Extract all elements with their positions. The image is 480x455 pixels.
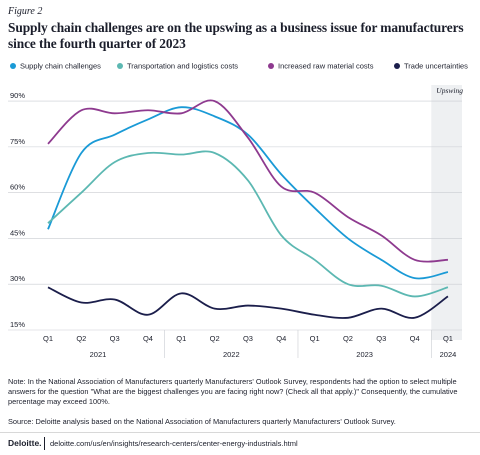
series-line [47, 150, 449, 298]
chart-title: Supply chain challenges are on the upswi… [8, 20, 464, 51]
x-tick-label: Q1 [310, 334, 320, 343]
x-tick-label: Q2 [343, 334, 353, 343]
y-tick-label: 75% [10, 137, 25, 146]
x-tick-label: Q3 [243, 334, 253, 343]
note: Note: In the National Association of Man… [8, 377, 458, 406]
legend-swatch [117, 63, 123, 69]
x-tick-label: Q1 [176, 334, 186, 343]
x-tick-label: Q1 [443, 334, 453, 343]
series-line [47, 99, 449, 263]
y-tick-label: 15% [10, 320, 25, 329]
y-tick-label: 45% [10, 228, 25, 237]
x-tick-label: Q3 [110, 334, 120, 343]
x-tick-label: Q3 [376, 334, 386, 343]
legend-label: Transportation and logistics costs [127, 62, 238, 71]
x-tick-label: Q2 [210, 334, 220, 343]
source: Source: Deloitte analysis based on the N… [8, 417, 396, 426]
url: deloitte.com/us/en/insights/research-cen… [50, 439, 298, 448]
upswing-shade [431, 85, 462, 340]
y-tick-label: 60% [10, 183, 25, 192]
x-tick-label: Q4 [410, 334, 420, 343]
chart: Supply chain challenges Transportation an… [8, 62, 468, 359]
year-label: 2024 [440, 350, 457, 359]
legend-swatch [10, 63, 16, 69]
series-line [47, 286, 449, 319]
separator [44, 437, 45, 450]
x-tick-label: Q4 [276, 334, 286, 343]
x-tick-label: Q1 [43, 334, 53, 343]
year-label: 2022 [223, 350, 240, 359]
legend-swatch [268, 63, 274, 69]
brand: Deloitte. [8, 438, 42, 448]
series-line [47, 106, 449, 280]
x-tick-label: Q2 [76, 334, 86, 343]
legend-label: Supply chain challenges [20, 62, 101, 71]
y-tick-label: 90% [10, 91, 25, 100]
annotation: Upswing [436, 86, 463, 95]
divider [0, 432, 480, 433]
year-label: 2023 [356, 350, 373, 359]
legend-label: Trade uncertainties [404, 62, 468, 71]
x-tick-label: Q4 [143, 334, 153, 343]
legend-swatch [394, 63, 400, 69]
figure-label: Figure 2 [8, 6, 43, 17]
y-tick-label: 30% [10, 274, 25, 283]
year-label: 2021 [90, 350, 107, 359]
legend-label: Increased raw material costs [278, 62, 374, 71]
